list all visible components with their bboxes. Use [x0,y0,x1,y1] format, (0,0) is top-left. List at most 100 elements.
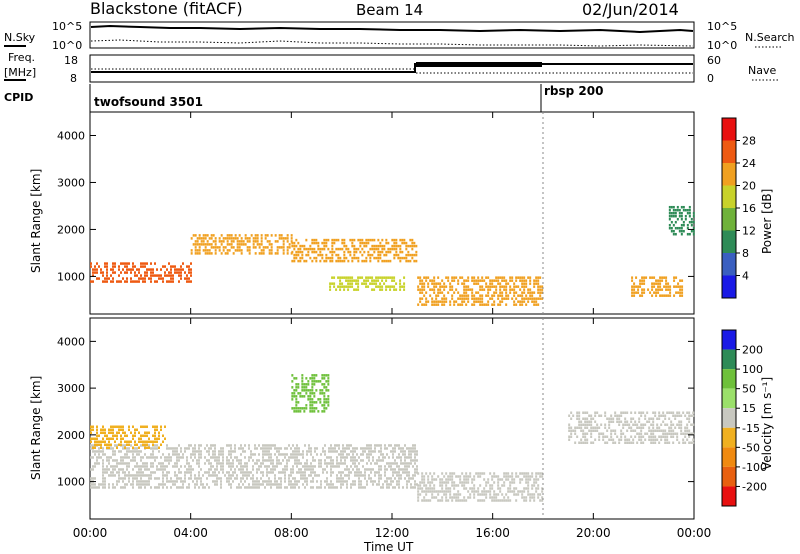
echo-cell [657,291,660,294]
echo-cell [278,471,280,474]
echo-cell [477,282,480,285]
echo-cell [680,232,683,236]
echo-cell [665,276,668,279]
echo-cell [266,447,268,450]
echo-cell [90,265,92,268]
echo-cell [296,459,298,462]
echo-cell [216,468,218,471]
echo-cell [672,223,675,227]
echo-cell [162,477,164,480]
echo-cell [328,450,330,453]
echo-cell [471,478,474,481]
echo-cell [176,465,178,468]
time-tick-label: 00:00 [73,526,108,540]
echo-cell [505,282,508,285]
echo-cell [228,477,230,480]
echo-cell [305,386,308,389]
echo-cell [672,232,675,236]
echo-cell [449,493,452,496]
echo-cell [248,486,250,489]
echo-cell [659,279,662,282]
echo-cell [529,282,532,285]
echo-cell [337,276,340,279]
echo-cell [394,462,396,465]
echo-cell [290,447,292,450]
echo-cell [280,237,283,240]
echo-cell [341,282,344,285]
echo-cell [342,480,344,483]
echo-cell [218,477,220,480]
echo-cell [299,250,302,254]
echo-cell [493,493,496,496]
echo-region [631,276,684,297]
echo-cell [664,429,667,432]
echo-cell [295,398,298,401]
echo-cell [132,450,134,453]
echo-cell [463,288,466,291]
echo-cell [112,268,114,271]
echo-cell [144,431,146,435]
echo-cell [679,288,682,291]
echo-cell [367,250,370,254]
echo-cell [200,456,202,459]
colorbar-tick-label: -15 [742,422,760,435]
echo-cell [471,490,474,493]
echo-cell [399,285,402,288]
echo-cell [140,486,142,489]
echo-cell [354,465,356,468]
echo-cell [262,249,265,252]
echo-cell [399,259,402,263]
echo-cell [184,271,186,274]
echo-cell [509,481,512,484]
echo-cell [108,431,110,435]
echo-cell [413,259,416,263]
echo-cell [345,247,348,251]
echo-cell [132,468,134,471]
echo-cell [170,280,172,283]
echo-cell [535,297,538,300]
echo-cell [132,437,134,441]
echo-cell [234,477,236,480]
echo-cell [214,471,216,474]
echo-cell [325,407,328,410]
echo-cell [282,237,285,240]
echo-cell [270,453,272,456]
echo-cell [455,300,458,303]
echo-cell [222,237,225,240]
echo-cell [672,411,675,414]
echo-cell [312,456,314,459]
echo-cell [631,294,634,297]
echo-cell [168,459,170,462]
echo-cell [684,432,687,435]
echo-cell [368,453,370,456]
colorbar-swatch [722,388,736,409]
echo-cell [678,208,681,212]
echo-cell [361,253,364,257]
echo-cell [182,268,184,271]
echo-cell [507,490,510,493]
echo-cell [381,244,384,248]
echo-cell [658,441,661,444]
echo-cell [392,468,394,471]
echo-cell [679,291,682,294]
echo-cell [636,423,639,426]
echo-cell [132,280,134,283]
echo-cell [370,450,372,453]
echo-cell [648,417,651,420]
echo-cell [184,447,186,450]
echo-cell [200,483,202,486]
echo-cell [419,291,422,294]
echo-cell [162,453,164,456]
echo-cell [311,407,314,410]
echo-cell [254,453,256,456]
echo-cell [660,435,663,438]
echo-cell [309,407,312,410]
echo-cell [417,499,420,502]
echo-cell [210,444,212,447]
echo-cell [529,499,532,502]
echo-cell [154,440,156,444]
echo-cell [388,462,390,465]
echo-cell [459,294,462,297]
echo-cell [423,303,426,306]
echo-cell [568,414,571,417]
